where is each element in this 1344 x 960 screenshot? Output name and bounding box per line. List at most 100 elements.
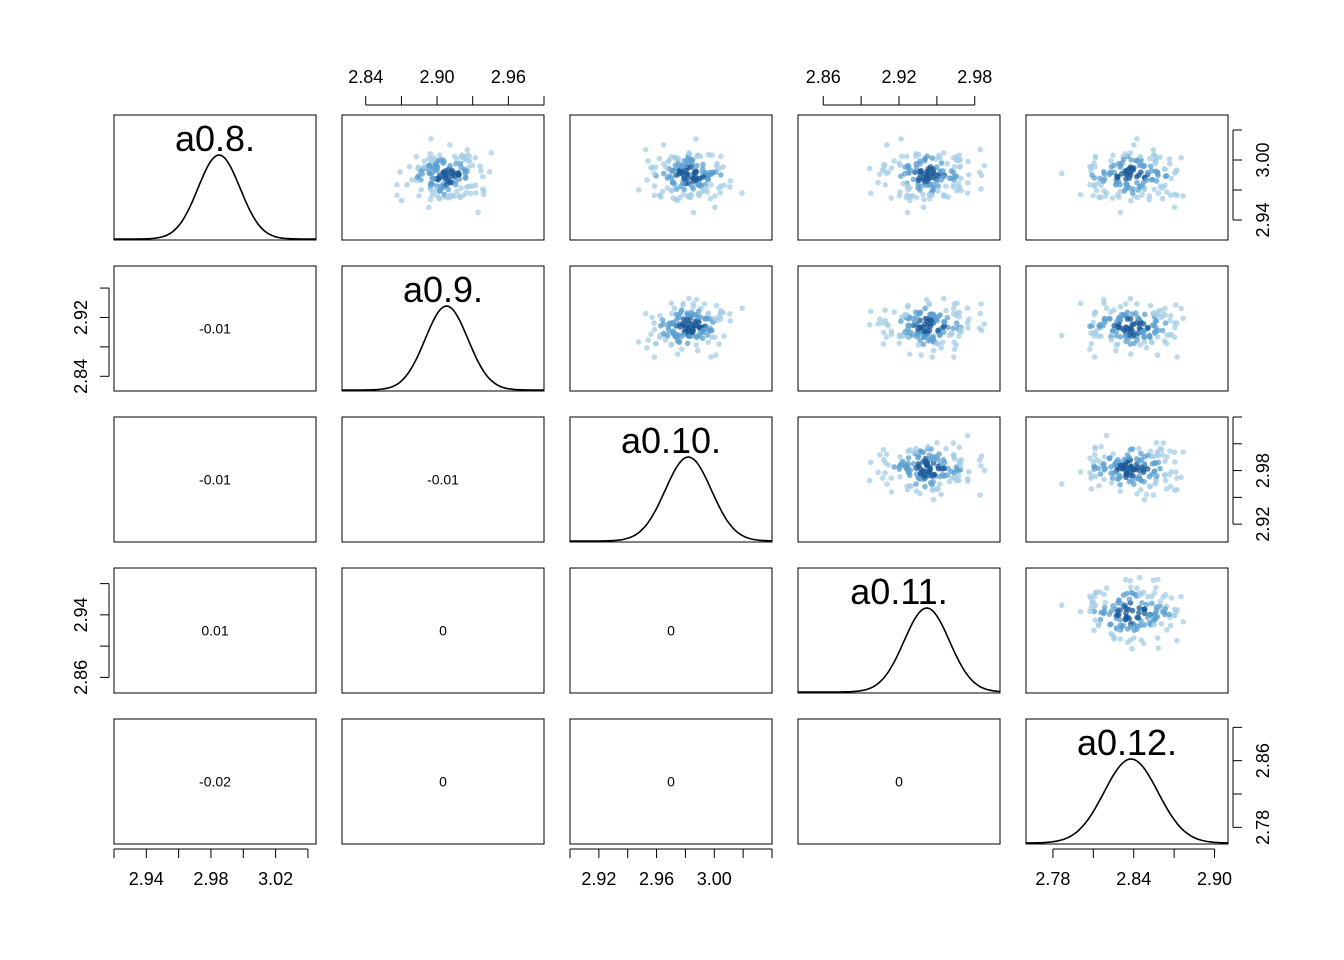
scatter-point: [665, 158, 671, 165]
scatter-point: [966, 469, 972, 475]
scatter-point: [1136, 467, 1143, 474]
scatter-point: [1159, 452, 1166, 458]
scatter-point: [933, 164, 940, 170]
scatter-point: [958, 175, 964, 182]
scatter-point: [427, 182, 434, 188]
scatter-point: [662, 337, 669, 343]
scatter-point: [953, 464, 960, 470]
scatter-point: [437, 174, 443, 181]
bottom-tick-label: 2.96: [639, 869, 674, 889]
scatter-point: [1091, 311, 1098, 318]
correlation-label-3-2: 0: [667, 623, 675, 639]
scatter-point: [907, 329, 914, 335]
scatter-point: [434, 164, 441, 170]
diagonal-label-3: a0.11.: [850, 571, 947, 612]
scatter-point: [888, 165, 895, 171]
density-curve-1: [342, 305, 544, 391]
scatter-point: [925, 443, 931, 450]
scatter-point: [644, 177, 650, 183]
scatter-point: [705, 177, 711, 183]
scatter-point: [1088, 604, 1095, 610]
scatter-point: [1161, 338, 1168, 344]
scatter-point: [1092, 153, 1098, 160]
scatter-point: [709, 334, 715, 340]
scatter-point: [935, 183, 941, 189]
scatter-point: [1127, 316, 1134, 322]
scatter-point: [668, 174, 675, 181]
scatter-point: [926, 191, 933, 198]
scatter-point: [690, 178, 697, 184]
scatter-point: [902, 463, 908, 470]
scatter-point: [1146, 333, 1153, 340]
scatter-point: [899, 153, 905, 160]
scatter-point: [1077, 469, 1084, 475]
scatter-point: [1101, 188, 1107, 194]
scatter-point: [713, 302, 720, 309]
scatter-point: [978, 301, 984, 307]
scatter-point: [1107, 455, 1113, 461]
scatter-point: [879, 320, 886, 326]
scatter-point: [397, 169, 403, 175]
scatter-point: [941, 459, 948, 466]
scatter-point: [929, 354, 935, 360]
scatter-point: [464, 184, 470, 190]
scatter-point: [670, 320, 676, 326]
scatter-point: [1167, 448, 1173, 454]
scatter-point: [404, 182, 411, 188]
scatter-point: [693, 296, 700, 303]
scatter-panel-0-2: [635, 136, 745, 216]
scatter-point: [450, 192, 456, 199]
scatter-point: [875, 321, 881, 327]
scatter-point: [1154, 635, 1161, 641]
scatter-point: [685, 171, 691, 178]
scatter-point: [883, 451, 890, 458]
scatter-point: [883, 334, 890, 340]
scatter-point: [705, 151, 712, 158]
scatter-point: [413, 153, 420, 160]
scatter-point: [716, 185, 722, 191]
scatter-point: [661, 170, 667, 177]
scatter-point: [1087, 163, 1093, 170]
scatter-point: [916, 168, 923, 175]
scatter-point: [1131, 142, 1137, 148]
left-axis-1: 2.84 2.92: [71, 287, 110, 394]
scatter-point: [1135, 475, 1142, 482]
scatter-point: [1172, 324, 1178, 331]
bottom-tick-label: 3.00: [697, 869, 732, 889]
scatter-point: [1103, 432, 1110, 439]
scatter-point: [682, 321, 689, 327]
scatter-point: [426, 170, 433, 176]
scatter-point: [898, 136, 904, 142]
scatter-point: [965, 478, 971, 485]
scatter-point: [1172, 459, 1178, 465]
density-curve-0: [114, 154, 316, 240]
scatter-point: [924, 322, 931, 329]
diagonal-label-1: a0.9.: [403, 269, 483, 310]
scatter-point: [1141, 610, 1148, 617]
scatter-point: [1058, 602, 1065, 609]
scatter-point: [1160, 594, 1167, 600]
scatter-point: [472, 155, 479, 161]
scatter-point: [1145, 169, 1151, 176]
scatter-point: [1087, 346, 1093, 353]
scatter-point: [1117, 462, 1124, 469]
scatter-point: [1058, 332, 1065, 339]
scatter-point: [926, 327, 933, 334]
scatter-point: [1117, 636, 1123, 642]
scatter-point: [1154, 155, 1160, 161]
scatter-point: [1150, 453, 1157, 460]
scatter-point: [1114, 341, 1121, 348]
scatter-point: [1150, 577, 1157, 583]
scatter-point: [1122, 151, 1129, 157]
scatter-point: [480, 173, 486, 180]
scatter-point: [672, 196, 679, 203]
scatter-panel-1-2: [635, 295, 745, 360]
scatter-point: [906, 323, 913, 329]
scatter-point: [695, 152, 701, 158]
scatter-point: [924, 462, 931, 469]
correlation-label-4-0: -0.02: [199, 774, 231, 790]
scatter-point: [1093, 589, 1100, 595]
scatter-point: [669, 168, 675, 175]
scatter-point: [1174, 487, 1180, 493]
scatter-point: [674, 186, 680, 192]
